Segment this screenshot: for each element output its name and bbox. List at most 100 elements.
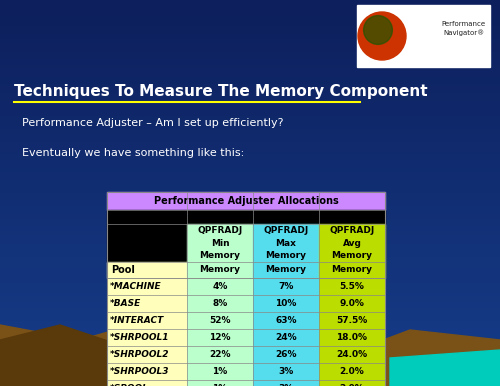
Bar xyxy=(0,359,500,360)
Bar xyxy=(0,110,500,111)
Text: Pool: Pool xyxy=(111,265,135,275)
Bar xyxy=(0,324,500,325)
Bar xyxy=(0,224,500,225)
Bar xyxy=(0,32,500,33)
Text: Performance Adjuster Allocations: Performance Adjuster Allocations xyxy=(154,196,338,206)
Bar xyxy=(253,262,319,278)
Bar xyxy=(0,266,500,267)
Bar xyxy=(0,275,500,276)
Bar xyxy=(0,343,500,344)
Bar xyxy=(0,315,500,316)
Bar xyxy=(0,46,500,47)
Bar xyxy=(0,365,500,366)
Text: Min: Min xyxy=(210,239,230,247)
Bar xyxy=(0,286,500,287)
Bar xyxy=(0,2,500,3)
Bar xyxy=(0,344,500,345)
Bar xyxy=(0,252,500,253)
Text: QPFRADJ: QPFRADJ xyxy=(330,226,374,235)
Bar xyxy=(0,311,500,312)
Bar xyxy=(357,5,490,67)
Bar xyxy=(0,23,500,24)
Bar xyxy=(0,165,500,166)
Bar xyxy=(253,363,319,380)
Circle shape xyxy=(364,15,392,44)
Bar xyxy=(319,363,385,380)
Bar xyxy=(0,97,500,98)
Bar xyxy=(0,70,500,71)
Polygon shape xyxy=(200,335,370,386)
Bar xyxy=(0,273,500,274)
Bar xyxy=(0,381,500,382)
Bar xyxy=(0,279,500,280)
Bar xyxy=(0,334,500,335)
Bar xyxy=(0,382,500,383)
Bar xyxy=(0,47,500,48)
Text: 9.0%: 9.0% xyxy=(340,299,364,308)
Bar xyxy=(0,346,500,347)
Bar xyxy=(0,213,500,214)
Bar xyxy=(319,224,385,262)
Bar xyxy=(0,227,500,228)
Bar xyxy=(0,320,500,321)
Bar xyxy=(0,105,500,106)
Bar xyxy=(0,263,500,264)
Bar xyxy=(187,363,253,380)
Bar xyxy=(107,380,187,386)
Bar xyxy=(0,301,500,302)
Bar xyxy=(0,296,500,297)
Bar xyxy=(107,262,187,278)
Bar xyxy=(0,231,500,232)
Bar xyxy=(0,171,500,172)
Bar xyxy=(0,96,500,97)
Text: Memory: Memory xyxy=(332,266,372,274)
Bar xyxy=(0,24,500,25)
Bar xyxy=(0,244,500,245)
Bar xyxy=(107,295,187,312)
Bar xyxy=(0,99,500,100)
Bar xyxy=(0,338,500,339)
Text: 63%: 63% xyxy=(275,316,297,325)
Bar xyxy=(0,212,500,213)
Bar xyxy=(0,1,500,2)
Bar xyxy=(0,158,500,159)
Bar xyxy=(0,188,500,189)
Bar xyxy=(0,226,500,227)
Bar xyxy=(0,117,500,118)
Bar xyxy=(319,380,385,386)
Bar xyxy=(0,79,500,80)
Bar xyxy=(0,367,500,368)
Bar xyxy=(0,156,500,157)
Bar xyxy=(187,380,253,386)
Bar xyxy=(0,181,500,182)
Bar xyxy=(319,278,385,295)
Bar xyxy=(0,234,500,235)
Bar xyxy=(0,106,500,107)
Bar xyxy=(0,256,500,257)
Bar xyxy=(0,297,500,298)
Bar xyxy=(0,42,500,43)
Bar xyxy=(0,337,500,338)
Bar xyxy=(0,5,500,6)
Bar xyxy=(0,190,500,191)
Bar xyxy=(0,78,500,79)
Bar xyxy=(0,63,500,64)
Bar xyxy=(0,139,500,140)
Bar xyxy=(0,258,500,259)
Bar xyxy=(0,38,500,39)
Bar xyxy=(0,353,500,354)
Bar xyxy=(0,84,500,85)
Bar xyxy=(0,14,500,15)
Bar xyxy=(0,85,500,86)
Bar xyxy=(0,310,500,311)
Text: *MACHINE: *MACHINE xyxy=(110,282,162,291)
Bar xyxy=(0,221,500,222)
Bar xyxy=(0,219,500,220)
Bar xyxy=(0,12,500,13)
Bar xyxy=(0,140,500,141)
Bar xyxy=(0,120,500,121)
Bar xyxy=(107,329,187,346)
Bar xyxy=(0,342,500,343)
Bar xyxy=(0,162,500,163)
Bar xyxy=(0,87,500,88)
